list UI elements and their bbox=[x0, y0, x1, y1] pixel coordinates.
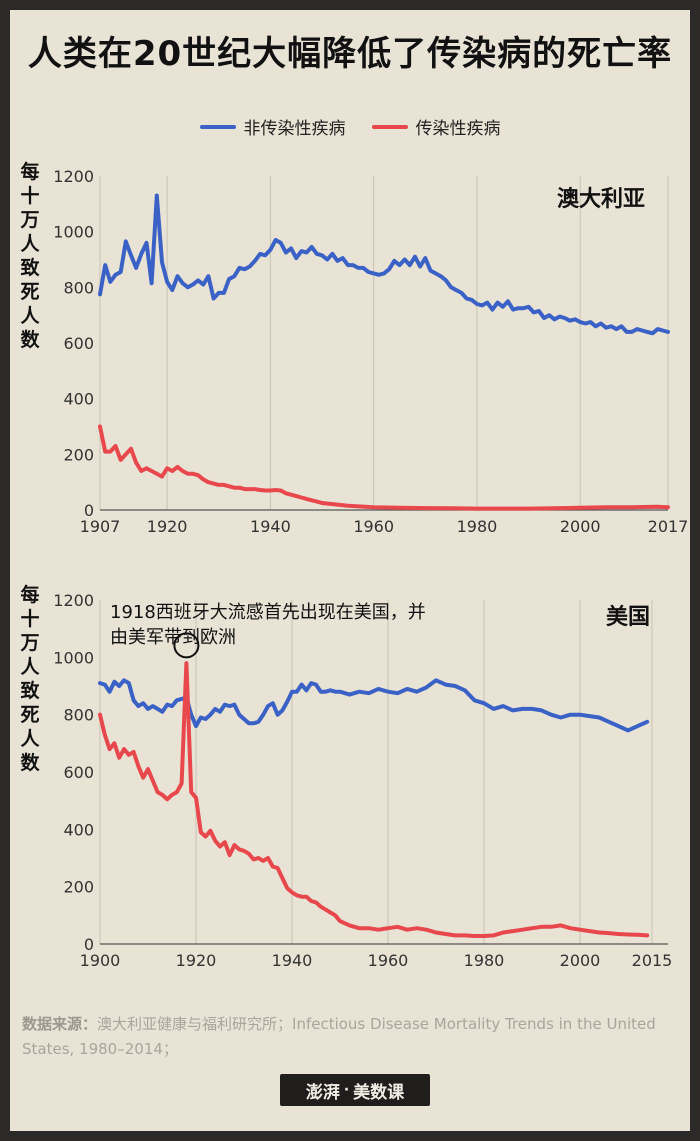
x-tick-label: 1940 bbox=[250, 517, 291, 536]
y-axis-label-char: 数 bbox=[20, 328, 40, 351]
x-tick-label: 1960 bbox=[368, 951, 409, 970]
y-axis-label-char: 十 bbox=[20, 607, 39, 630]
y-axis-label-char: 人 bbox=[20, 656, 40, 678]
y-axis-label-char: 每 bbox=[20, 160, 39, 183]
y-tick-label: 200 bbox=[63, 445, 94, 464]
y-tick-label: 0 bbox=[84, 935, 94, 954]
y-axis-label-char: 致 bbox=[20, 679, 40, 702]
y-axis-label-char: 人 bbox=[20, 305, 40, 327]
y-axis-label-char: 人 bbox=[20, 233, 40, 255]
series-line-infectious bbox=[100, 427, 668, 509]
y-axis-label-char: 十 bbox=[20, 184, 39, 207]
source-label: 数据来源： bbox=[22, 1015, 97, 1033]
y-tick-label: 400 bbox=[63, 820, 94, 839]
y-tick-label: 800 bbox=[63, 706, 94, 725]
x-tick-label: 1920 bbox=[176, 951, 217, 970]
source-text: 澳大利亚健康与福利研究所；Infectious Disease Mortalit… bbox=[22, 1015, 656, 1058]
y-axis-label-char: 数 bbox=[20, 751, 40, 774]
source-note: 数据来源：澳大利亚健康与福利研究所；Infectious Disease Mor… bbox=[22, 1012, 682, 1062]
y-tick-label: 1000 bbox=[53, 648, 94, 667]
brand-badge: 澎湃 · 美数课 bbox=[280, 1074, 430, 1106]
x-tick-label: 1980 bbox=[464, 951, 505, 970]
series-line-infectious bbox=[100, 663, 647, 936]
x-tick-label: 2017 bbox=[648, 517, 689, 536]
x-tick-label: 2015 bbox=[632, 951, 673, 970]
y-axis-label-char: 每 bbox=[20, 583, 39, 606]
y-tick-label: 200 bbox=[63, 878, 94, 897]
y-tick-label: 600 bbox=[63, 334, 94, 353]
brand-name: 美数课 bbox=[353, 1078, 404, 1103]
y-tick-label: 800 bbox=[63, 278, 94, 297]
y-tick-label: 1200 bbox=[53, 167, 94, 186]
y-axis-label-char: 死 bbox=[20, 704, 39, 726]
x-tick-label: 1960 bbox=[353, 517, 394, 536]
y-tick-label: 0 bbox=[84, 501, 94, 520]
brand-separator-icon: · bbox=[344, 1082, 349, 1098]
y-axis-label-char: 致 bbox=[20, 256, 40, 279]
annotation-line2: 由美军带到欧洲 bbox=[110, 627, 236, 648]
y-axis-label-char: 死 bbox=[20, 281, 39, 303]
y-tick-label: 1200 bbox=[53, 591, 94, 610]
y-axis-label-char: 万 bbox=[19, 209, 39, 231]
y-axis-label-char: 万 bbox=[19, 632, 39, 654]
x-tick-label: 2000 bbox=[560, 951, 601, 970]
y-tick-label: 600 bbox=[63, 763, 94, 782]
chart-title: 美国 bbox=[606, 604, 650, 630]
x-tick-label: 2000 bbox=[560, 517, 601, 536]
y-axis-label-char: 人 bbox=[20, 728, 40, 750]
x-tick-label: 1920 bbox=[147, 517, 188, 536]
chart-title: 澳大利亚 bbox=[557, 186, 645, 212]
x-tick-label: 1940 bbox=[272, 951, 313, 970]
brand-logo: 澎湃 bbox=[306, 1078, 340, 1103]
charts-svg: 1907192019401960198020002017020040060080… bbox=[0, 0, 700, 1000]
annotation-line1: 1918西班牙大流感首先出现在美国，并 bbox=[110, 602, 426, 623]
y-tick-label: 400 bbox=[63, 390, 94, 409]
series-line-noncommunicable bbox=[100, 196, 668, 334]
y-tick-label: 1000 bbox=[53, 223, 94, 242]
x-tick-label: 1980 bbox=[457, 517, 498, 536]
